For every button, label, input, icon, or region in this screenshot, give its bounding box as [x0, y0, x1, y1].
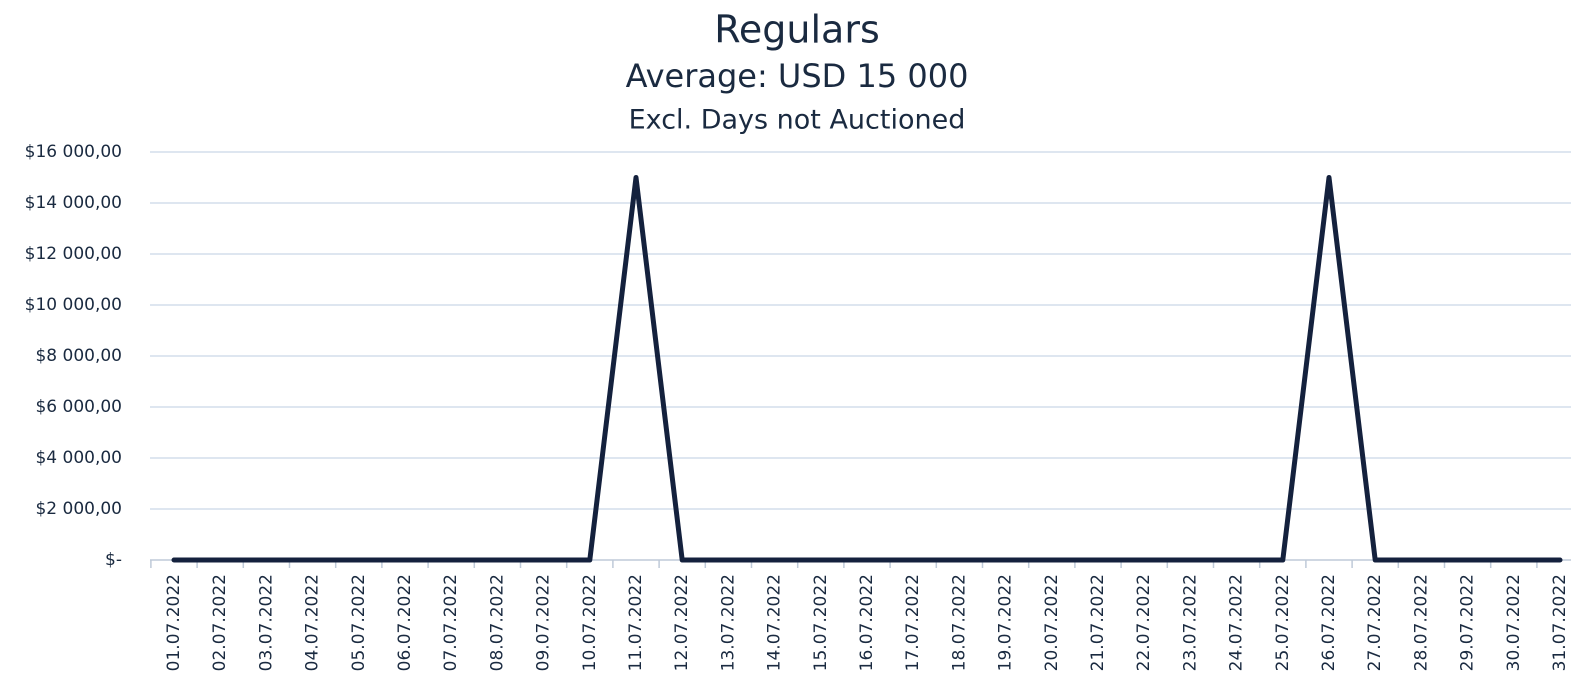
y-tick-label: $10 000,00 [25, 295, 122, 315]
x-tick-label: 19.07.2022 [996, 574, 1016, 671]
x-tick-label: 14.07.2022 [765, 574, 785, 671]
x-tick-label: 04.07.2022 [303, 574, 323, 671]
x-tick-label: 11.07.2022 [626, 574, 646, 671]
x-tick-label: 12.07.2022 [672, 574, 692, 671]
x-tick-label: 22.07.2022 [1134, 574, 1154, 671]
x-tick-label: 28.07.2022 [1411, 574, 1431, 671]
data-line [171, 175, 1563, 563]
x-tick-label: 13.07.2022 [718, 574, 738, 671]
x-tick-label: 06.07.2022 [395, 574, 415, 671]
x-tick-label: 18.07.2022 [949, 574, 969, 671]
chart-subtitle: Average: USD 15 000 [626, 57, 969, 95]
x-tick-label: 21.07.2022 [1088, 574, 1108, 671]
x-tick-label: 15.07.2022 [811, 574, 831, 671]
x-tick-label: 23.07.2022 [1180, 574, 1200, 671]
y-tick-label: $2 000,00 [35, 499, 122, 519]
y-tick-label: $6 000,00 [35, 397, 122, 417]
x-tick-label: 10.07.2022 [580, 574, 600, 671]
x-tick-label: 30.07.2022 [1504, 574, 1524, 671]
y-tick-label: $12 000,00 [25, 244, 122, 264]
x-tick-label: 01.07.2022 [164, 574, 184, 671]
x-tick-label: 07.07.2022 [441, 574, 461, 671]
x-tick-label: 02.07.2022 [210, 574, 230, 671]
x-tick-label: 27.07.2022 [1365, 574, 1385, 671]
x-tick-label: 24.07.2022 [1227, 574, 1247, 671]
x-tick-label: 03.07.2022 [256, 574, 276, 671]
x-tick-label: 09.07.2022 [534, 574, 554, 671]
x-tick-label: 08.07.2022 [487, 574, 507, 671]
x-tick-label: 29.07.2022 [1458, 574, 1478, 671]
x-tick-label: 16.07.2022 [857, 574, 877, 671]
y-tick-label: $8 000,00 [35, 346, 122, 366]
x-tick-label: 26.07.2022 [1319, 574, 1339, 671]
x-tick-label: 25.07.2022 [1273, 574, 1293, 671]
y-tick-label: $16 000,00 [25, 142, 122, 162]
x-tick-label: 05.07.2022 [349, 574, 369, 671]
x-tick-label: 31.07.2022 [1550, 574, 1570, 671]
x-tick-label: 20.07.2022 [1042, 574, 1062, 671]
y-tick-label: $4 000,00 [35, 448, 122, 468]
chart-title: Regulars [714, 8, 880, 52]
chart-subtitle: Excl. Days not Auctioned [629, 105, 966, 136]
x-tick-label: 17.07.2022 [903, 574, 923, 671]
y-tick-label: $- [105, 550, 122, 570]
y-tick-label: $14 000,00 [25, 193, 122, 213]
